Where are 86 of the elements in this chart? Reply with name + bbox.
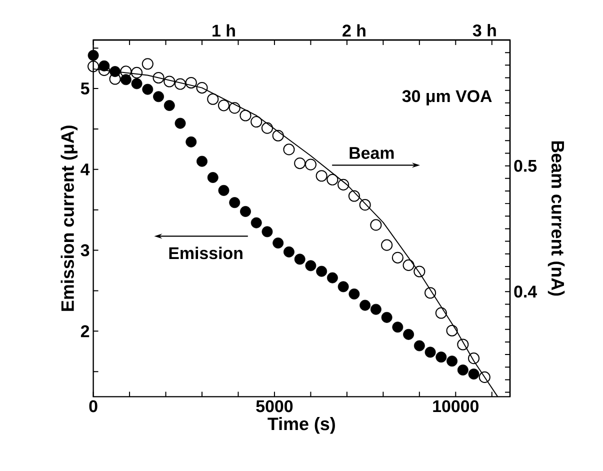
x-tick-label: 0 (89, 400, 98, 412)
annotation: Beam (350, 147, 394, 159)
point (381, 312, 392, 323)
point (185, 76, 197, 89)
y2-tick-label: 0.4 (514, 286, 537, 298)
x-axis-title: Time (s) (268, 417, 335, 434)
point (381, 239, 393, 251)
point (305, 260, 316, 272)
point (218, 184, 230, 196)
point (164, 76, 176, 88)
point (88, 60, 100, 72)
point (174, 78, 186, 90)
point (348, 288, 360, 300)
point (338, 178, 350, 190)
point (272, 130, 284, 142)
point (316, 266, 328, 277)
point (272, 238, 284, 248)
y-tick-label: 5 (80, 82, 90, 94)
point (294, 254, 306, 265)
point (468, 352, 480, 364)
point (262, 226, 273, 238)
y2-axis-title: Beam current (nA) (548, 141, 565, 296)
point (186, 136, 197, 148)
point (435, 307, 447, 319)
point (424, 346, 436, 358)
x-tick-label: 5000 (256, 400, 293, 412)
point (228, 102, 240, 114)
point (370, 219, 382, 231)
point (207, 172, 218, 183)
point (316, 170, 328, 182)
point (348, 190, 360, 202)
point (359, 199, 371, 211)
point (153, 91, 164, 102)
point (283, 246, 294, 258)
point (218, 100, 230, 112)
x2-tick-label: 1 h (212, 24, 235, 36)
point (436, 352, 447, 363)
point (229, 197, 240, 208)
x2-tick-label: 2 h (342, 24, 366, 36)
point (152, 72, 164, 84)
point (294, 158, 306, 170)
point (164, 100, 175, 111)
y-tick-label: 4 (80, 164, 90, 176)
point (174, 118, 186, 129)
y-axis-title: Emission current (μA) (60, 126, 78, 311)
y2-tick-label: 0.5 (514, 160, 537, 172)
point (326, 272, 338, 284)
point (446, 324, 458, 336)
point (261, 122, 274, 134)
point (120, 66, 132, 78)
point (131, 66, 143, 78)
point (424, 287, 436, 299)
annotation: 30 μm VOA (402, 90, 492, 106)
point (326, 174, 338, 186)
point (392, 322, 404, 333)
point (240, 206, 251, 217)
point (207, 93, 219, 105)
x-tick-label: 10000 (433, 400, 478, 412)
point (457, 338, 469, 350)
annotation: Emission (169, 246, 242, 260)
point (402, 259, 414, 271)
point (414, 266, 426, 278)
point (196, 82, 208, 94)
point (457, 364, 468, 376)
point (142, 84, 154, 95)
point (403, 328, 414, 340)
point (240, 110, 252, 122)
point (370, 304, 382, 315)
point (468, 368, 480, 380)
point (142, 58, 154, 70)
x2-tick-label: 3 h (472, 24, 496, 36)
point (88, 50, 99, 61)
point (446, 356, 458, 367)
point (250, 217, 262, 228)
point (392, 252, 404, 264)
y-tick-label: 2 (80, 325, 90, 338)
point (478, 371, 490, 383)
point (283, 144, 295, 156)
y-tick-label: 3 (80, 244, 90, 256)
point (304, 158, 316, 170)
point (414, 340, 425, 352)
point (131, 78, 142, 90)
point (250, 116, 262, 128)
point (360, 300, 371, 311)
point (196, 156, 208, 167)
point (338, 281, 349, 292)
